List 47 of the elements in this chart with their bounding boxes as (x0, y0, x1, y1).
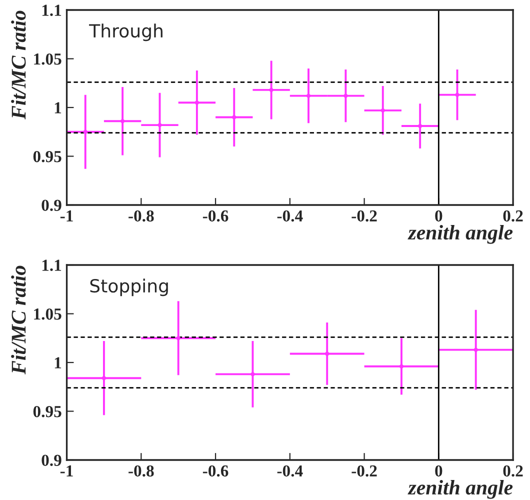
annotation: Stopping (90, 278, 168, 296)
point (102, 376, 106, 380)
x-tick-label: -1 (60, 465, 73, 476)
x-tick-label: -0.6 (202, 210, 228, 222)
x-tick-label: -0.8 (128, 465, 154, 477)
point (232, 115, 236, 120)
point (325, 352, 330, 356)
y-tick-label: 1.05 (34, 308, 62, 320)
x-tick-label: -0.2 (352, 210, 377, 222)
y-tick-label: 1.05 (34, 53, 62, 65)
x-tick-label: -0.2 (352, 465, 377, 477)
y-tick-label: 0.95 (33, 406, 62, 418)
x-tick-label: -0.4 (277, 465, 303, 477)
y-tick-label: 1.1 (42, 260, 62, 272)
y-axis-title: Fit/MC ratio (11, 10, 26, 120)
point (399, 364, 404, 368)
x-tick-label: 0 (435, 465, 442, 477)
y-tick-label: 0.9 (42, 200, 62, 212)
y-tick-label: 1 (54, 102, 62, 114)
x-axis-title: zenith angle (408, 224, 513, 244)
point (269, 88, 274, 92)
x-tick-label: 0.2 (503, 465, 523, 477)
y-tick-label: 1 (54, 357, 62, 368)
x-tick-label: -0.8 (128, 210, 154, 222)
x-tick-label: 0 (435, 210, 442, 222)
x-tick-label: -0.6 (202, 465, 228, 477)
point (418, 124, 422, 128)
point (176, 336, 180, 340)
y-tick-label: 0.95 (33, 150, 62, 162)
point (306, 94, 311, 98)
point (158, 122, 162, 128)
x-tick-label: -1 (60, 210, 73, 222)
point (194, 100, 200, 105)
x-axis-title: zenith angle (408, 480, 513, 499)
x-tick-label: 0.2 (503, 210, 523, 222)
point (344, 94, 348, 98)
point (474, 348, 478, 352)
y-axis-title: Fit/MC ratio (11, 266, 26, 374)
point (380, 108, 385, 113)
point (455, 92, 460, 97)
y-tick-label: 0.9 (42, 454, 62, 466)
annotation: Through (89, 24, 162, 42)
point (120, 119, 125, 124)
point (83, 130, 88, 134)
point (250, 372, 255, 376)
x-tick-label: -0.4 (277, 210, 303, 222)
y-tick-label: 1.1 (42, 4, 62, 16)
